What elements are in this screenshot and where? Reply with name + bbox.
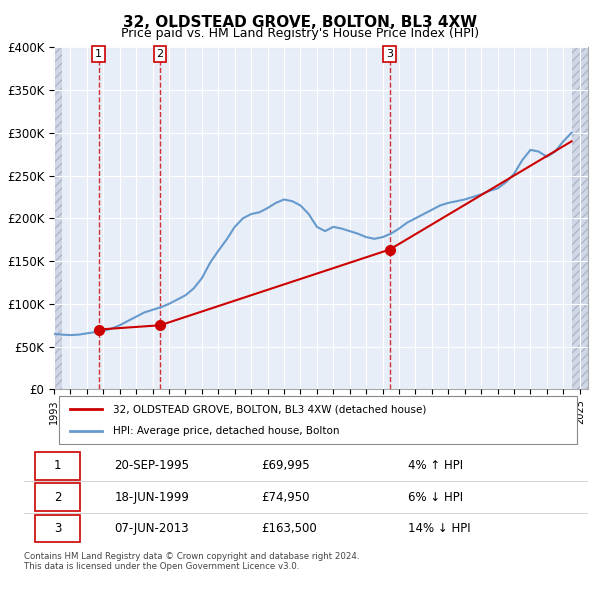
Text: Contains HM Land Registry data © Crown copyright and database right 2024.
This d: Contains HM Land Registry data © Crown c… [24, 552, 359, 571]
Text: 32, OLDSTEAD GROVE, BOLTON, BL3 4XW (detached house): 32, OLDSTEAD GROVE, BOLTON, BL3 4XW (det… [113, 404, 426, 414]
Text: Price paid vs. HM Land Registry's House Price Index (HPI): Price paid vs. HM Land Registry's House … [121, 27, 479, 40]
FancyBboxPatch shape [35, 514, 80, 542]
Text: 3: 3 [54, 522, 62, 535]
Text: 1: 1 [95, 49, 102, 59]
Text: 3: 3 [386, 49, 393, 59]
Text: 6% ↓ HPI: 6% ↓ HPI [407, 490, 463, 504]
Text: 14% ↓ HPI: 14% ↓ HPI [407, 522, 470, 535]
Text: HPI: Average price, detached house, Bolton: HPI: Average price, detached house, Bolt… [113, 427, 339, 437]
Text: 1: 1 [54, 460, 62, 473]
Text: 18-JUN-1999: 18-JUN-1999 [114, 490, 189, 504]
Bar [572, 47, 588, 389]
Text: 07-JUN-2013: 07-JUN-2013 [114, 522, 189, 535]
Text: £163,500: £163,500 [261, 522, 317, 535]
Text: 2: 2 [157, 49, 164, 59]
FancyBboxPatch shape [35, 453, 80, 480]
FancyBboxPatch shape [35, 483, 80, 511]
Text: £69,995: £69,995 [261, 460, 310, 473]
Text: 4% ↑ HPI: 4% ↑ HPI [407, 460, 463, 473]
Text: 2: 2 [54, 490, 62, 504]
FancyBboxPatch shape [59, 396, 577, 444]
Bar [54, 47, 62, 389]
Text: £74,950: £74,950 [261, 490, 310, 504]
Text: 32, OLDSTEAD GROVE, BOLTON, BL3 4XW: 32, OLDSTEAD GROVE, BOLTON, BL3 4XW [123, 15, 477, 30]
Text: 20-SEP-1995: 20-SEP-1995 [114, 460, 189, 473]
